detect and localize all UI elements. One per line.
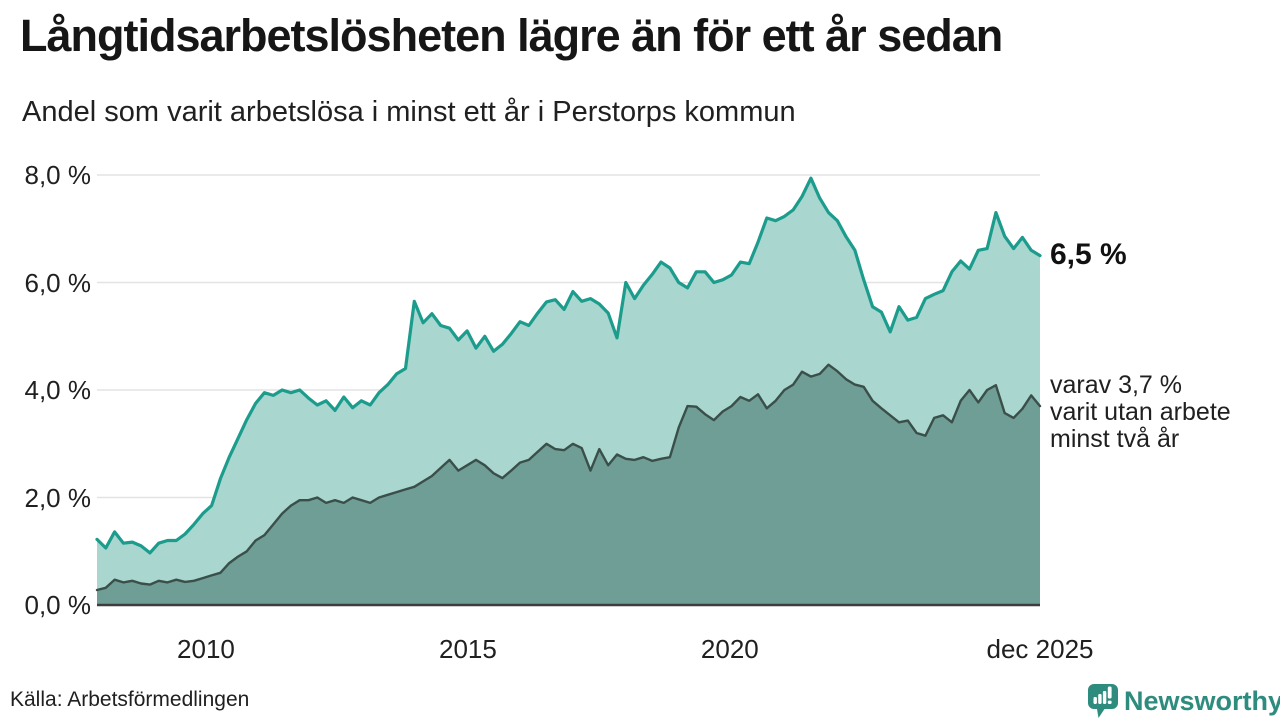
chart-subtitle: Andel som varit arbetslösa i minst ett å… — [22, 96, 796, 128]
y-axis-tick-label: 2,0 % — [24, 482, 92, 513]
newsworthy-logo-text: Newsworthy — [1124, 686, 1280, 716]
annotation-line: varav 3,7 % — [1050, 371, 1183, 399]
latest-value-label-two-year: varav 3,7 % varit utan arbete minst två … — [1050, 372, 1231, 453]
y-axis-tick-label: 0,0 % — [24, 590, 92, 620]
y-axis-tick-label: 8,0 % — [24, 160, 92, 190]
latest-value-label-total: 6,5 % — [1050, 238, 1127, 271]
x-axis-tick-label: 2020 — [700, 634, 759, 664]
x-axis-tick-label: 2015 — [438, 634, 497, 664]
y-axis-tick-label: 4,0 % — [24, 375, 92, 405]
source-attribution: Källa: Arbetsförmedlingen — [10, 688, 250, 711]
page-title: Långtidsarbetslösheten lägre än för ett … — [20, 10, 1003, 61]
total-series-line — [95, 176, 1042, 555]
two-year-series-line — [95, 363, 1042, 592]
x-axis-tick-label: 2010 — [177, 634, 235, 664]
newsworthy-logo-icon — [1088, 684, 1118, 718]
y-axis-tick-label: 6,0 % — [24, 267, 92, 298]
annotation-line: varit utan arbete — [1050, 398, 1231, 426]
annotation-line: minst två år — [1050, 425, 1180, 453]
two-year-series-area — [97, 364, 1040, 605]
x-axis-tick-label: dec 2025 — [986, 634, 1094, 664]
